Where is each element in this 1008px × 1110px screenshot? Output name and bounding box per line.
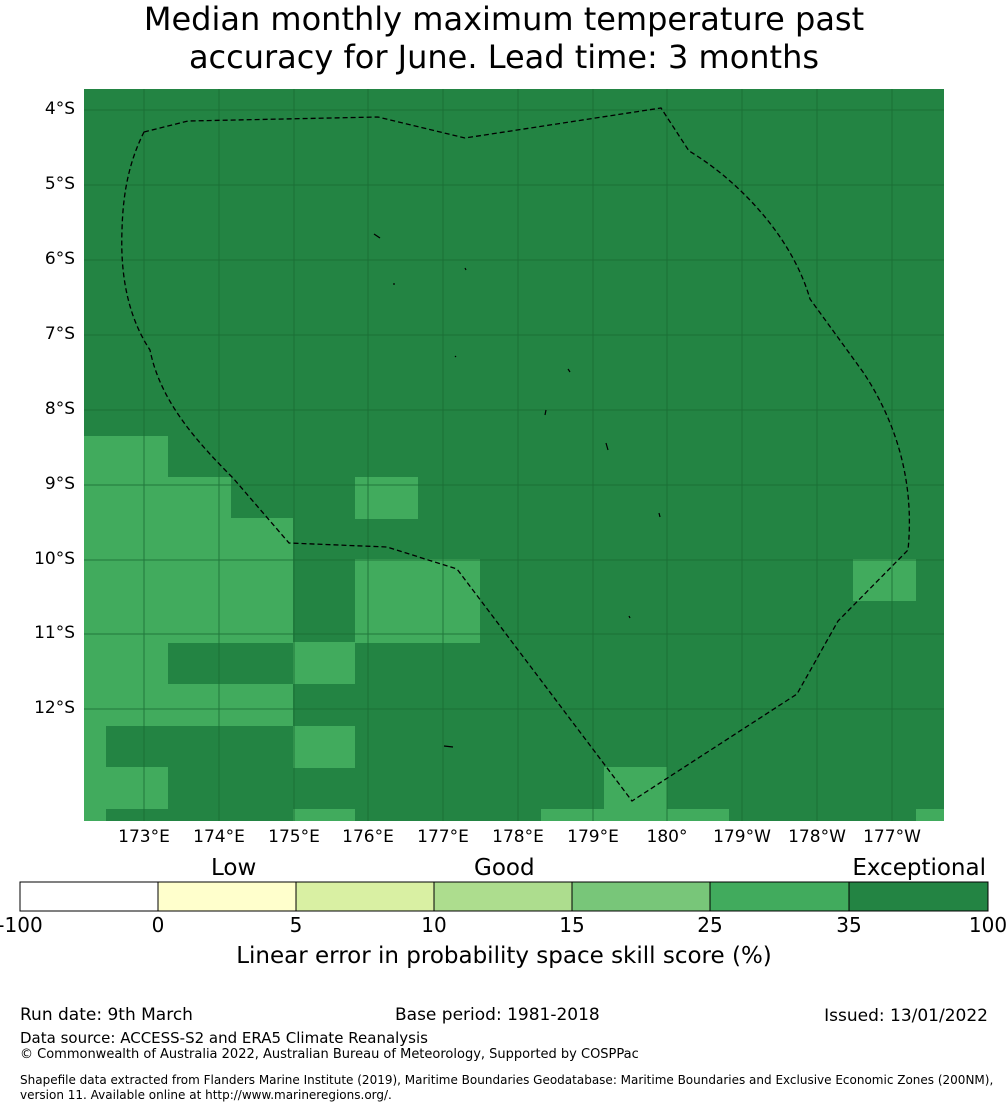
skill-cell (84, 684, 293, 726)
colorbar-tick-25: 25 (697, 913, 723, 937)
skill-cell (84, 726, 106, 768)
colorbar-tick-10: 10 (421, 913, 447, 937)
lon-label-174e: 174°E (193, 827, 245, 847)
skill-cell (916, 809, 944, 821)
skill-cell (853, 559, 916, 601)
lat-label-11s: 11°S (34, 623, 75, 643)
skill-cell (293, 642, 355, 684)
lon-label-175e: 175°E (268, 827, 320, 847)
category-exceptional: Exceptional (852, 855, 986, 881)
skill-cell (84, 559, 293, 643)
colorbar-tick-5: 5 (289, 913, 303, 937)
category-good: Good (474, 855, 535, 881)
lon-label-177e: 177°E (417, 827, 469, 847)
run-date: Run date: 9th March (20, 1005, 193, 1025)
lon-label-177w: 177°W (863, 827, 921, 847)
lon-label-179w: 179°W (713, 827, 771, 847)
skill-cell (84, 642, 168, 684)
colorbar-tick-100: 100 (968, 913, 1008, 937)
skill-cell (84, 767, 168, 809)
skill-cell (541, 809, 729, 821)
skill-cell (355, 477, 418, 519)
issued-date: Issued: 13/01/2022 (824, 1006, 988, 1026)
lat-label-5s: 5°S (44, 174, 75, 194)
lon-label-173e: 173°E (118, 827, 170, 847)
base-period: Base period: 1981-2018 (395, 1005, 600, 1025)
lat-label-7s: 7°S (44, 324, 75, 344)
skill-cell (84, 809, 106, 821)
category-low: Low (211, 855, 257, 881)
chart-title: Median monthly maximum temperature past … (0, 0, 1008, 76)
lon-label-179e: 179°E (567, 827, 619, 847)
shapefile-credit-line-1: Shapefile data extracted from Flanders M… (20, 1073, 994, 1087)
colorbar-segment-neg100-0 (20, 882, 158, 911)
copyright-notice: © Commonwealth of Australia 2022, Austra… (20, 1047, 639, 1062)
shapefile-credit-line-2: version 11. Available online at http://w… (20, 1088, 392, 1102)
skill-cell (293, 809, 355, 821)
colorbar-segment-25-35 (710, 882, 849, 911)
island-markers (373, 233, 661, 748)
colorbar-segment-0-5 (158, 882, 296, 911)
colorbar-segment-35-100 (849, 882, 988, 911)
lat-label-8s: 8°S (44, 399, 75, 419)
lat-label-10s: 10°S (34, 549, 75, 569)
colorbar-tick-15: 15 (559, 913, 585, 937)
eez-boundary-line (121, 107, 911, 802)
lon-label-178e: 178°E (492, 827, 544, 847)
colorbar-segment-15-25 (572, 882, 710, 911)
colorbar-segment-5-10 (296, 882, 434, 911)
skill-cell (355, 559, 480, 643)
colorbar-tick-0: 0 (151, 913, 165, 937)
lon-label-176e: 176°E (342, 827, 394, 847)
colorbar-outline (19, 881, 989, 912)
lon-label-178w: 178°W (788, 827, 846, 847)
lon-label-180: 180° (646, 827, 688, 847)
skill-cell (84, 477, 231, 519)
colorbar-tick-neg100: -100 (0, 913, 43, 937)
map-gridlines (84, 89, 944, 821)
lat-label-6s: 6°S (44, 249, 75, 269)
colorbar (19, 881, 989, 912)
colorbar-tick-35: 35 (836, 913, 862, 937)
colorbar-segment-10-15 (434, 882, 572, 911)
lat-label-4s: 4°S (44, 99, 75, 119)
title-line-2: accuracy for June. Lead time: 3 months (188, 38, 820, 76)
skill-cell (84, 518, 293, 560)
skill-cells-25-35 (84, 436, 944, 821)
colorbar-title: Linear error in probability space skill … (236, 943, 772, 969)
data-source: Data source: ACCESS-S2 and ERA5 Climate … (20, 1029, 428, 1047)
lat-label-9s: 9°S (44, 474, 75, 494)
title-line-1: Median monthly maximum temperature past (143, 0, 865, 38)
lat-label-12s: 12°S (34, 698, 75, 718)
skill-cell (84, 436, 168, 478)
skill-cell (293, 726, 355, 768)
